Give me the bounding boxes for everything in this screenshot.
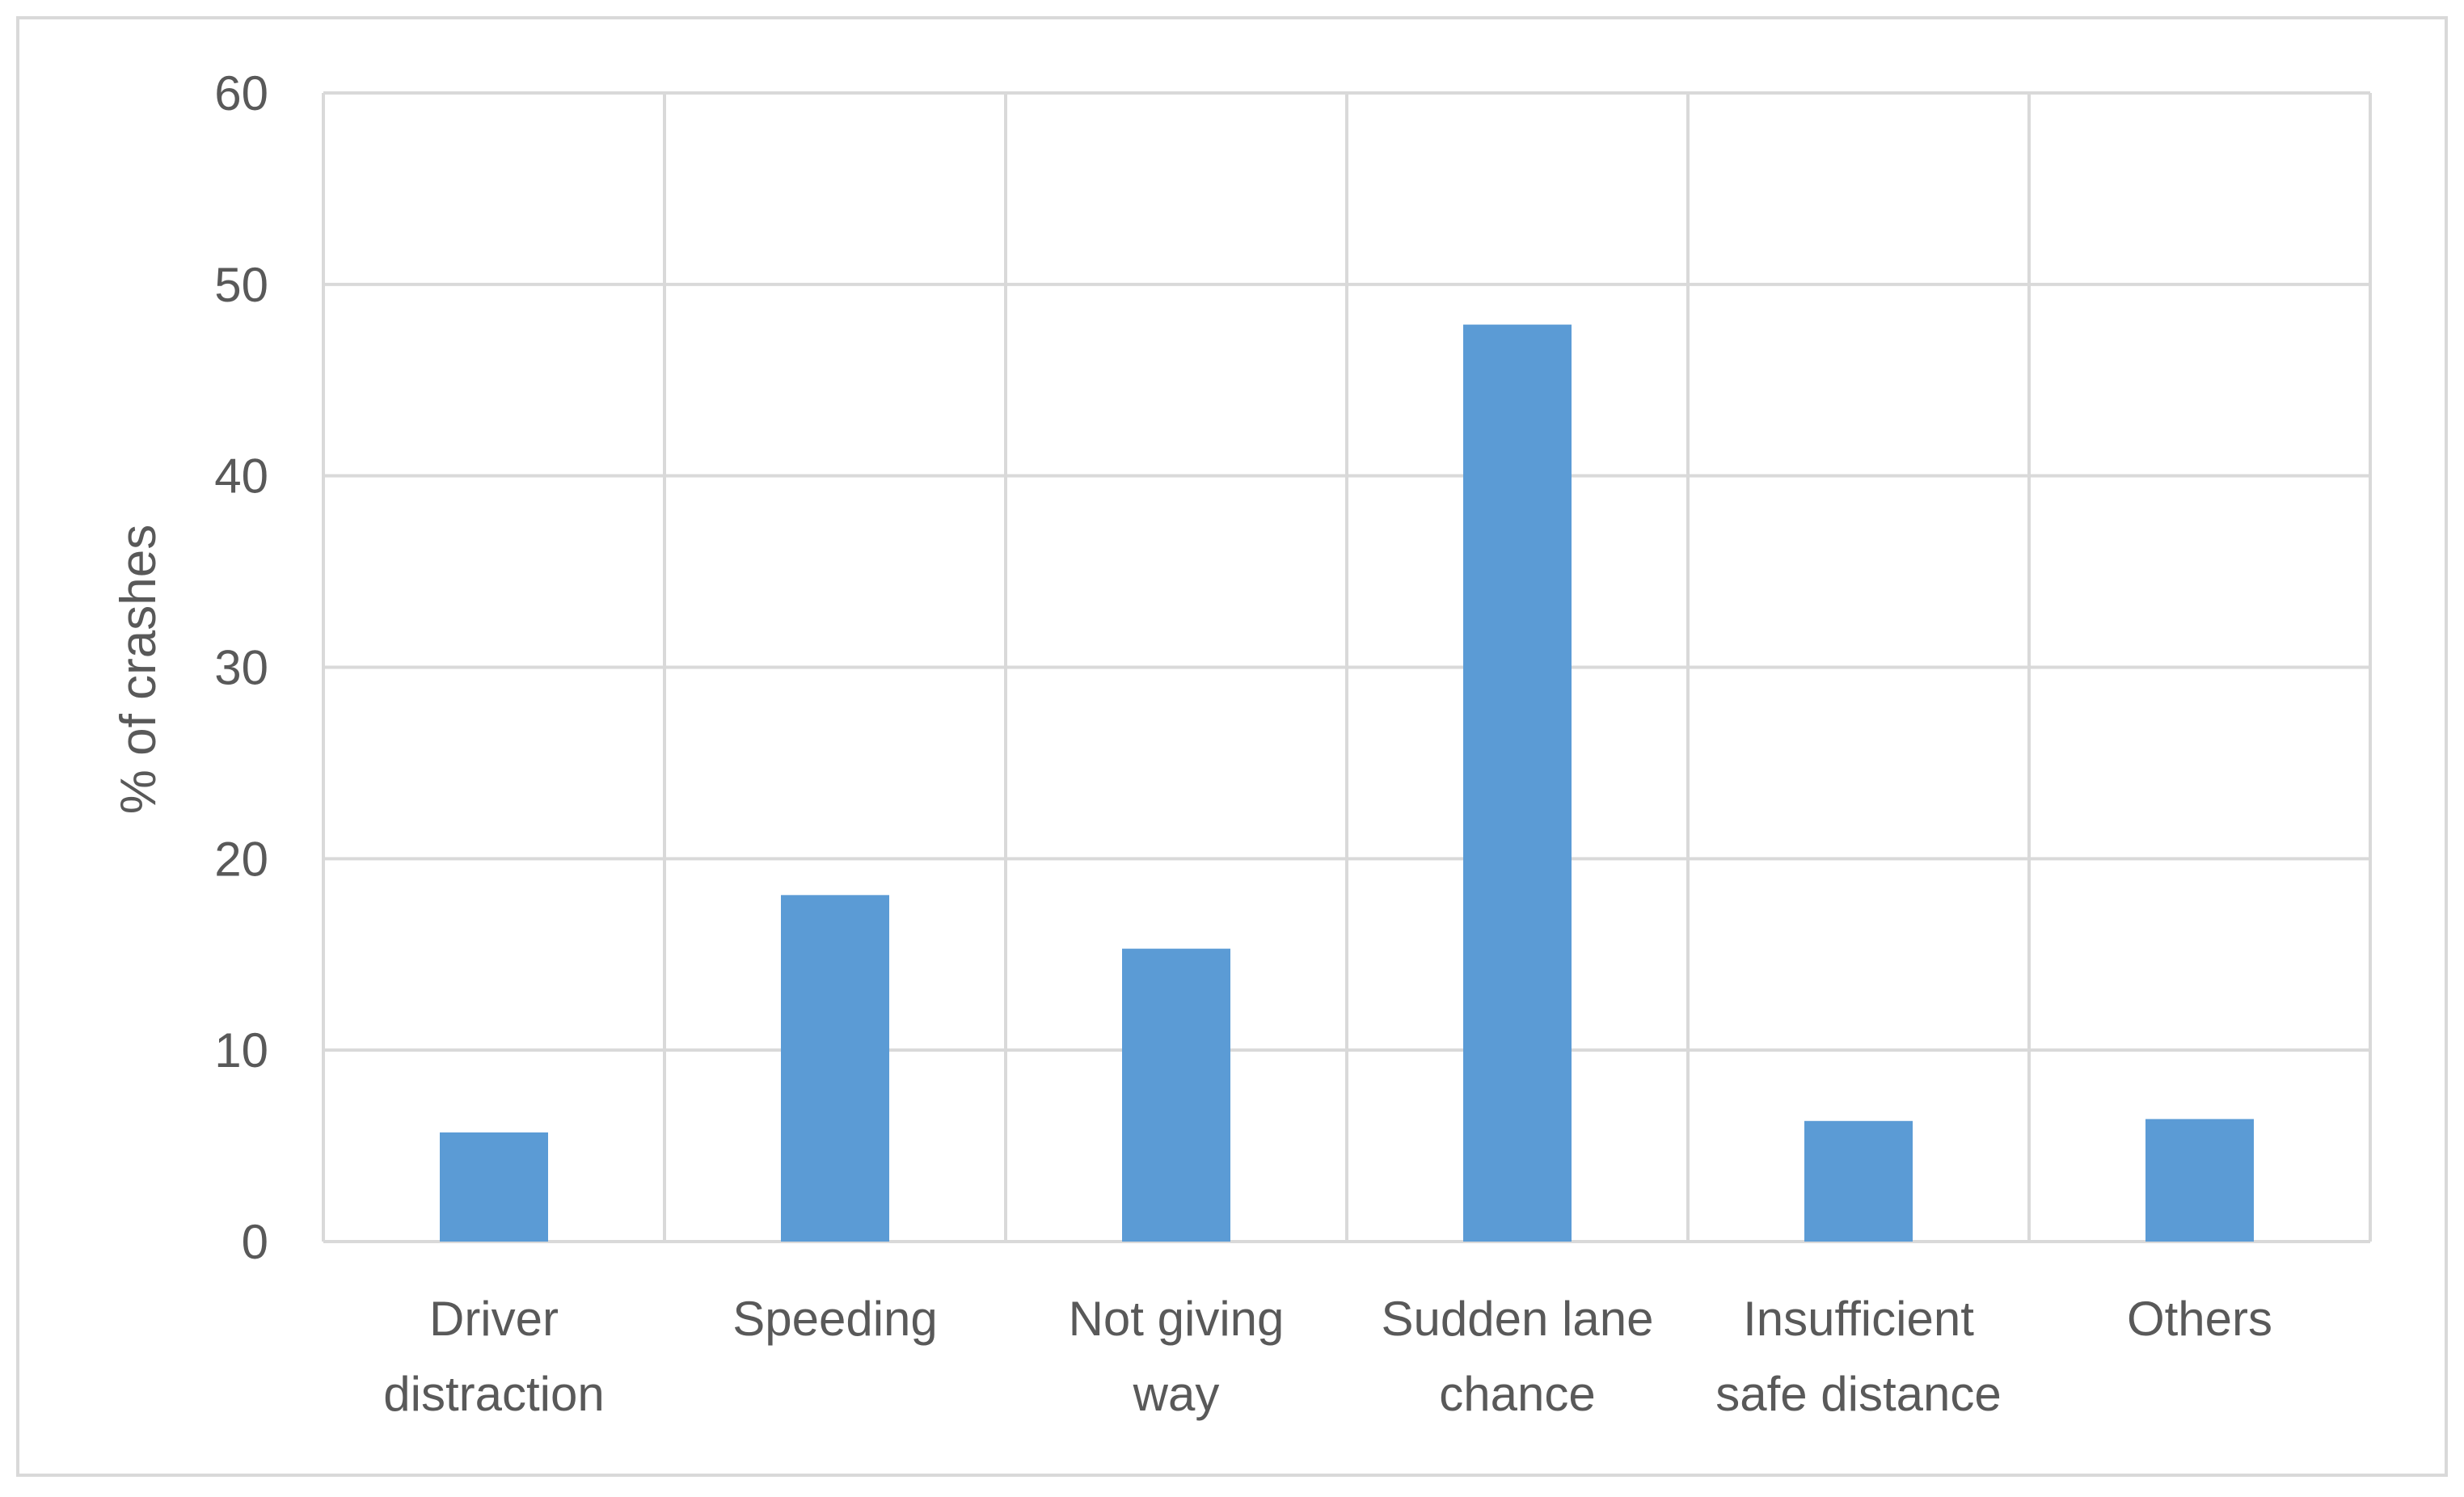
chart-border [16, 16, 2448, 1477]
x-tick-label-line: Driver [429, 1292, 559, 1346]
y-axis-title: % of crashes [111, 525, 167, 814]
y-tick-label: 10 [214, 1023, 268, 1077]
x-tick-label: Not giving way [1069, 1292, 1285, 1421]
x-tick-label: Speeding [732, 1292, 938, 1346]
x-tick-label: Insufficient safe distance [1715, 1292, 2002, 1421]
y-tick-label: 30 [214, 641, 268, 695]
x-tick-label: Sudden lane chance [1382, 1292, 1654, 1421]
bar [1463, 324, 1572, 1242]
bar [781, 895, 889, 1242]
bar [1122, 948, 1230, 1242]
y-tick-label: 20 [214, 832, 268, 886]
x-tick-label-line: safe distance [1715, 1367, 2002, 1421]
x-tick-labels: Driver distraction Speeding Not giving way Su… [383, 1292, 2272, 1421]
y-tick-label: 0 [242, 1215, 268, 1269]
x-tick-label-line: chance [1439, 1367, 1595, 1421]
bar [1804, 1120, 1913, 1242]
x-tick-label: Others [2127, 1292, 2272, 1346]
x-tick-label-line: Speeding [732, 1292, 938, 1346]
y-tick-label: 40 [214, 449, 268, 504]
bar [440, 1132, 548, 1242]
y-tick-labels: 0 10 20 30 40 50 60 [214, 66, 268, 1269]
x-tick-label-line: distraction [383, 1367, 604, 1421]
x-tick-label-line: Others [2127, 1292, 2272, 1346]
bars [440, 324, 2254, 1242]
x-tick-label: Driver distraction [383, 1292, 604, 1421]
y-tick-label: 60 [214, 66, 268, 120]
x-tick-label-line: Insufficient [1743, 1292, 1974, 1346]
bar [2145, 1119, 2254, 1242]
x-tick-label-line: Sudden lane [1382, 1292, 1654, 1346]
x-tick-label-line: way [1133, 1367, 1220, 1421]
x-tick-label-line: Not giving [1069, 1292, 1285, 1346]
grid-lines [322, 91, 2372, 1243]
y-tick-label: 50 [214, 258, 268, 312]
